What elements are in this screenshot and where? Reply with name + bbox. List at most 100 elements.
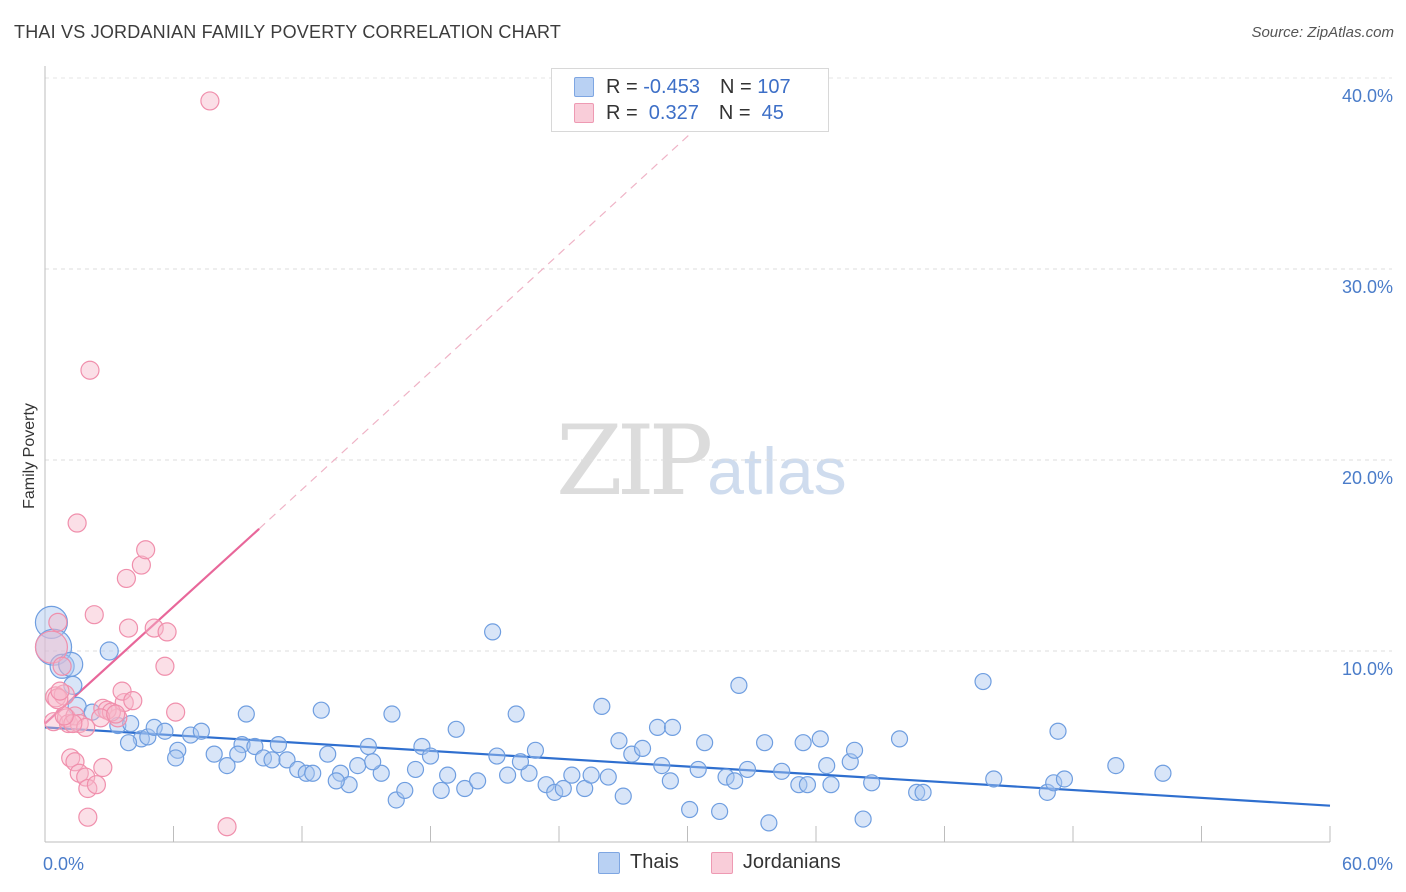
thais-point [499, 766, 517, 784]
jordanians-point [78, 807, 98, 827]
thais-point [563, 766, 581, 784]
thais-point [312, 701, 330, 719]
thais-point [520, 764, 538, 782]
thais-point [297, 764, 315, 782]
grid-lines [45, 77, 1392, 652]
jordanians-point [48, 612, 68, 632]
thais-point [711, 802, 729, 821]
data-points [34, 91, 1172, 837]
thais-point [182, 726, 200, 744]
jordanians-point [157, 622, 177, 642]
jordanians-point [43, 712, 64, 732]
jordanians-point [123, 691, 143, 711]
thais-point [139, 728, 157, 746]
thais-point [696, 734, 714, 752]
thais-point [99, 641, 119, 661]
thais-point [406, 760, 425, 779]
thais-point [132, 730, 150, 748]
series-legend: Thais Jordanians [598, 851, 873, 874]
thais-point [421, 747, 440, 765]
thais-point [484, 623, 502, 641]
thais-point [439, 766, 457, 784]
thais-point [726, 772, 744, 790]
thais-point [269, 735, 288, 754]
legend-swatch-thais [574, 77, 594, 97]
jordanians-point [93, 757, 113, 778]
jordanians-label: Jordanians [742, 851, 841, 873]
thais-point [582, 766, 600, 784]
thais-point [974, 672, 992, 691]
legend-swatch-jordanians [574, 103, 594, 123]
chart-title: THAI VS JORDANIAN FAMILY POVERTY CORRELA… [14, 22, 562, 42]
thais-point [349, 756, 367, 775]
thais-point [469, 772, 487, 790]
jordanians-point [200, 91, 220, 111]
thais-point [229, 745, 247, 763]
thais-point [396, 781, 414, 800]
jordanians-point [47, 688, 69, 710]
thais-point [304, 764, 322, 782]
thais-point [854, 810, 872, 828]
thais-point [663, 718, 682, 737]
watermark-atlas: atlas [707, 434, 847, 508]
legend-row-thais: R = -0.453 N = 107 [574, 75, 791, 99]
thais-point [738, 760, 757, 779]
thais-point [773, 762, 791, 780]
legend-n-value: 45 [756, 101, 784, 124]
thais-point [456, 779, 474, 798]
thais-point [845, 741, 864, 759]
jordanians-point [155, 656, 175, 676]
thais-point [914, 783, 932, 801]
thais-point [1107, 756, 1125, 775]
jordanians-point [52, 656, 72, 676]
thais-point [623, 745, 641, 763]
jordanians-point [84, 605, 104, 625]
thais-point [818, 756, 836, 775]
thais-point [526, 741, 545, 759]
thais-point [205, 745, 223, 763]
trend-lines [44, 96, 1331, 807]
thais-point [890, 730, 909, 748]
jordanians-point [34, 630, 69, 664]
legend-row-jordanians: R = 0.327 N = 45 [574, 101, 784, 125]
jordanians-swatch [710, 851, 733, 874]
series-legend-jordanians[interactable]: Jordanians [710, 851, 841, 874]
thais-point [488, 747, 506, 765]
thais-point [192, 722, 210, 740]
jordanians-point [86, 775, 107, 795]
series-legend-thais[interactable]: Thais [598, 851, 679, 874]
x-tick-label: 60.0% [1342, 854, 1393, 874]
y-tick-label: 20.0% [1342, 468, 1393, 488]
jordanians-point [54, 706, 74, 726]
jordanians-point [131, 555, 151, 575]
thais-point [546, 783, 564, 801]
thais-point [798, 776, 817, 794]
thais-point [593, 697, 611, 715]
y-tick-label: 40.0% [1342, 86, 1393, 106]
thais-point [156, 722, 174, 740]
thais-point [447, 720, 465, 738]
legend-r-label: R = [606, 75, 644, 98]
jordanians-point [112, 681, 132, 701]
axis-labels: 10.0% 20.0% 30.0% 40.0% 0.0% 60.0% Family Pove… [21, 86, 1393, 874]
thais-point [507, 705, 525, 723]
jordanians-point [166, 702, 186, 722]
zipatlas-watermark: ZIPatlas [556, 405, 847, 517]
y-tick-label: 10.0% [1342, 659, 1393, 679]
thais-point [233, 735, 251, 754]
thais-point [383, 705, 401, 723]
thais-point [633, 739, 652, 758]
y-tick-label: 30.0% [1342, 277, 1393, 297]
thais-point [985, 770, 1003, 788]
chart-source: Source: ZipAtlas.com [1251, 24, 1394, 41]
thais-point [863, 774, 881, 792]
legend-n-label: N = [719, 75, 758, 98]
thais-point [364, 753, 382, 771]
legend-r-value: -0.453 [643, 75, 700, 98]
jordanians-point [118, 618, 139, 638]
jordanians-point [144, 618, 164, 638]
thais-point [340, 776, 358, 794]
thais-point [218, 756, 236, 775]
jordanians-point [217, 817, 237, 837]
thais-swatch [598, 851, 620, 874]
